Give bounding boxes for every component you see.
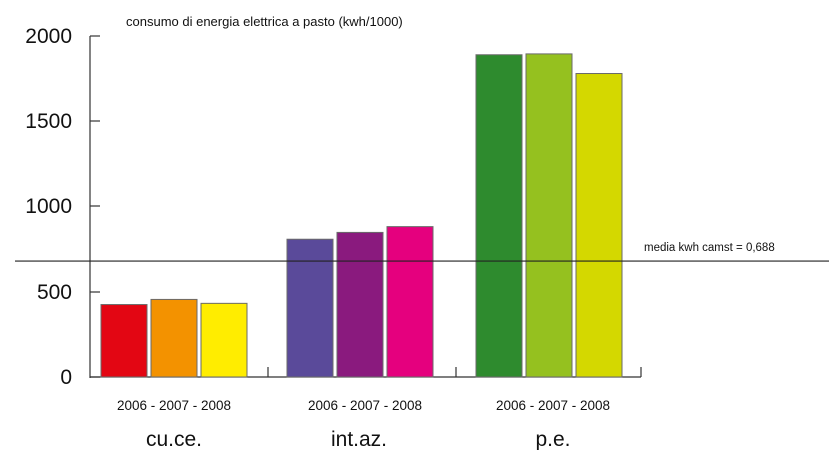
y-axis: 0 500 1000 1500 2000: [25, 25, 100, 389]
group-years-label-p-e: 2006 - 2007 - 2008: [496, 398, 610, 413]
y-tick-label-1000: 1000: [25, 195, 72, 218]
group-name-p-e: p.e.: [535, 428, 570, 450]
bar-pe-2007: [525, 53, 573, 378]
bar-pe-2008: [575, 73, 623, 378]
group-name-cu-ce: cu.ce.: [146, 428, 202, 450]
bar-intaz-2007: [336, 231, 384, 378]
y-tick-label-500: 500: [37, 281, 72, 304]
bar-cuce-2007: [150, 298, 198, 378]
bar-pe-2006: [475, 54, 523, 378]
y-tick-label-0: 0: [60, 366, 72, 389]
group-years-label-int-az: 2006 - 2007 - 2008: [308, 398, 422, 413]
group-labels: 2006 - 2007 - 2008 2006 - 2007 - 2008 20…: [117, 398, 610, 450]
bar-cuce-2008: [200, 302, 248, 378]
bar-intaz-2006: [286, 238, 334, 378]
chart-title: consumo di energia elettrica a pasto (kw…: [126, 14, 403, 29]
group-years-label-cu-ce: 2006 - 2007 - 2008: [117, 398, 231, 413]
y-tick-label-2000: 2000: [25, 25, 72, 48]
bars: [100, 53, 623, 378]
y-tick-label-1500: 1500: [25, 110, 72, 133]
group-name-int-az: int.az.: [331, 428, 387, 450]
bar-cuce-2006: [100, 304, 148, 378]
average-reference-label: media kwh camst = 0,688: [644, 242, 775, 254]
bar-intaz-2008: [386, 226, 434, 378]
reference-line-group: media kwh camst = 0,688: [15, 242, 829, 262]
